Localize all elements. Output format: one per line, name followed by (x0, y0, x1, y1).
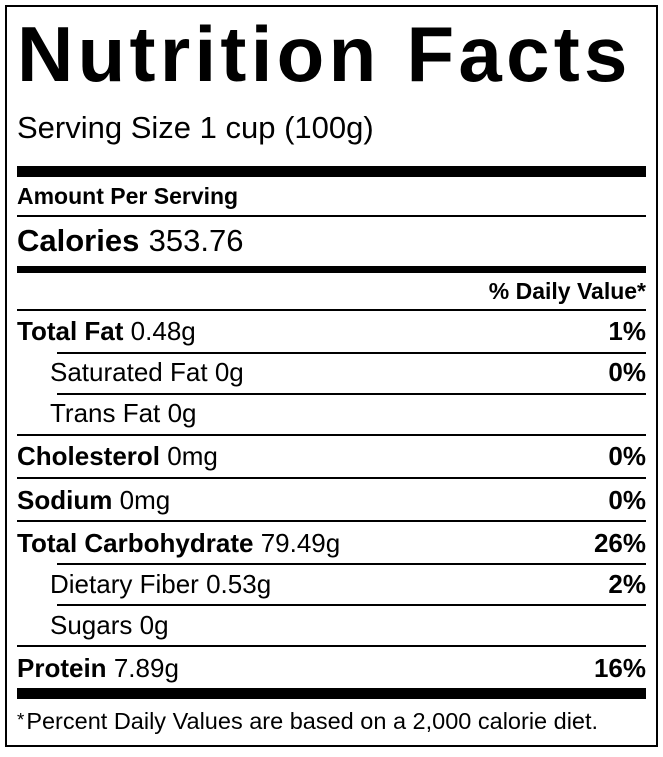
nutrient-label: Total Carbohydrate (17, 527, 254, 558)
label-title: Nutrition Facts (17, 10, 632, 98)
nutrient-label: Total Fat (17, 316, 124, 347)
nutrient-row-saturated-fat: Saturated Fat 0g 0% (17, 351, 646, 393)
serving-size: Serving Size 1 cup (100g) (17, 109, 374, 145)
indented-rule (57, 563, 646, 566)
calories-value: 353.76 (148, 222, 244, 258)
footnote-text: Percent Daily Values are based on a 2,00… (26, 708, 599, 735)
nutrient-amount: 0.53g (206, 568, 272, 599)
nutrient-label: Sodium (17, 484, 113, 515)
nutrient-label: Trans Fat (50, 398, 161, 429)
nutrient-amount: 79.49g (260, 527, 341, 558)
medium-divider (17, 265, 646, 273)
nutrient-amount: 0mg (167, 441, 218, 472)
nutrient-daily-value: 2% (608, 568, 646, 599)
indented-rule (57, 351, 646, 354)
nutrient-label: Protein (17, 652, 107, 683)
nutrient-amount: 0g (139, 609, 169, 640)
amount-per-serving-heading: Amount Per Serving (17, 177, 646, 217)
nutrient-amount: 0mg (119, 484, 171, 515)
daily-value-header: % Daily Value* (488, 277, 646, 304)
calories-label: Calories (17, 222, 140, 258)
indented-rule (57, 392, 646, 395)
thick-divider-top (17, 165, 646, 177)
nutrient-label: Sugars (50, 609, 133, 640)
nutrient-label: Cholesterol (17, 441, 161, 472)
nutrient-daily-value: 0% (608, 441, 646, 472)
footnote-asterisk: * (17, 709, 25, 731)
nutrition-facts-label: Nutrition Facts Serving Size 1 cup (100g… (5, 5, 658, 747)
footnote: *Percent Daily Values are based on a 2,0… (17, 699, 646, 735)
nutrient-daily-value: 26% (593, 527, 646, 558)
nutrient-row-total-fat: Total Fat 0.48g 1% (17, 308, 646, 352)
calories-row: Calories 353.76 (17, 217, 646, 266)
nutrient-amount: 0g (167, 398, 197, 429)
nutrient-label: Dietary Fiber (50, 568, 199, 599)
nutrient-daily-value: 16% (593, 652, 646, 683)
nutrient-label: Saturated Fat (50, 357, 208, 388)
nutrient-daily-value: 1% (608, 316, 646, 347)
nutrient-row-protein: Protein 7.89g 16% (17, 645, 646, 688)
nutrient-amount: 7.89g (113, 652, 179, 683)
nutrient-row-total-carbohydrate: Total Carbohydrate 79.49g 26% (17, 520, 646, 563)
nutrient-row-trans-fat: Trans Fat 0g (17, 392, 646, 434)
nutrient-amount: 0g (214, 357, 244, 388)
nutrient-daily-value: 0% (608, 357, 646, 388)
nutrient-row-dietary-fiber: Dietary Fiber 0.53g 2% (17, 563, 646, 604)
nutrient-row-sugars: Sugars 0g (17, 604, 646, 645)
indented-rule (57, 604, 646, 607)
nutrient-row-sodium: Sodium 0mg 0% (17, 477, 646, 520)
thick-divider-bottom (17, 688, 646, 700)
nutrient-row-cholesterol: Cholesterol 0mg 0% (17, 433, 646, 477)
nutrient-amount: 0.48g (130, 316, 196, 347)
nutrient-daily-value: 0% (608, 484, 646, 515)
